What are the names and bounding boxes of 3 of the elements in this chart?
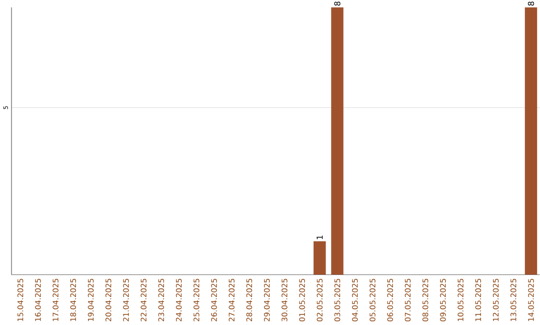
data-label: 8: [334, 1, 340, 6]
data-label: 1: [316, 235, 323, 239]
data-label: 8: [528, 1, 534, 6]
